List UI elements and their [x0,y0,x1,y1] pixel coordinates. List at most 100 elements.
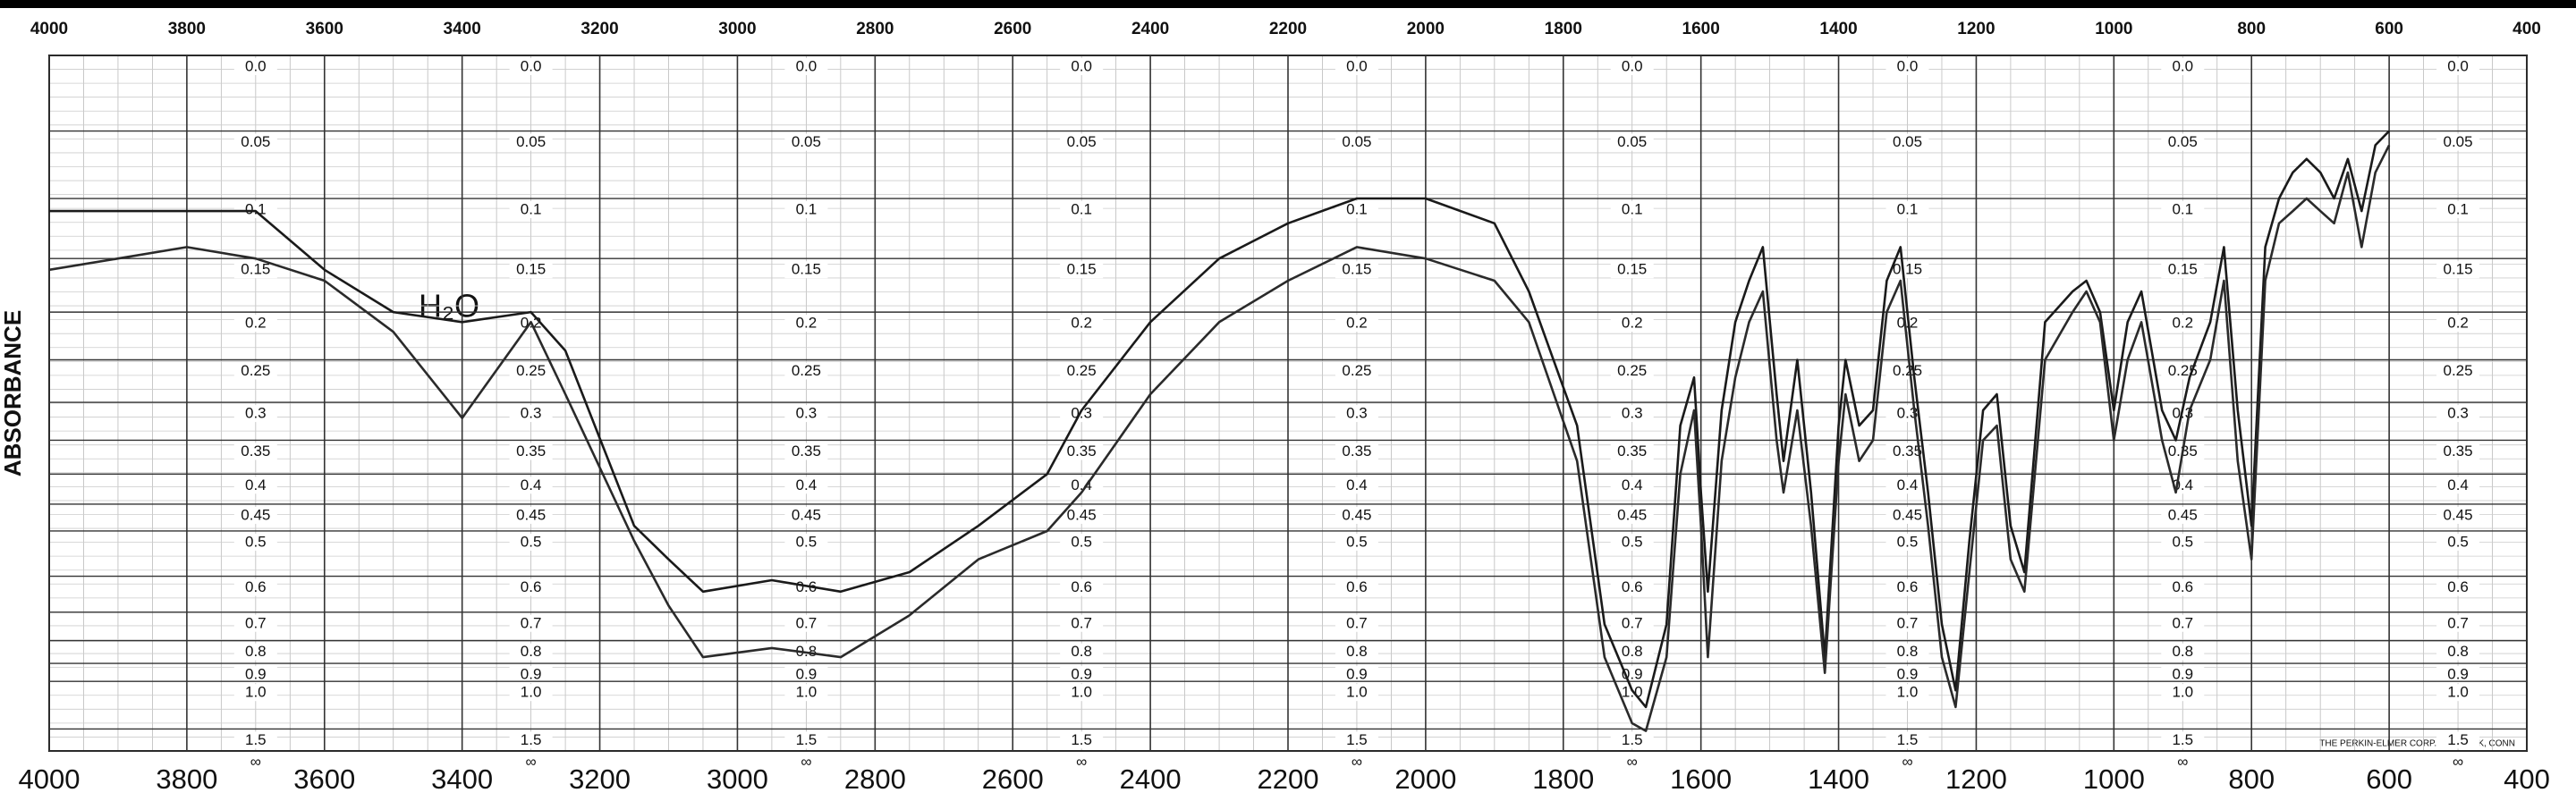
tick-label-bg [1885,731,1929,749]
tick-label-bg [2436,315,2480,333]
y-tick-label: ∞ [1076,753,1087,770]
tick-label-bg [1610,58,1654,75]
y-tick-label: 0.35 [1342,443,1371,460]
tick-label-bg [1335,578,1378,596]
tick-label-bg [1335,443,1378,460]
y-tick-label: 1.5 [1071,731,1092,748]
tick-label-bg [1060,362,1104,380]
tick-label-bg [1335,666,1378,684]
x-tick-label-top: 2800 [856,20,894,38]
tick-label-bg [1610,506,1654,524]
x-tick-label-top: 3800 [168,20,206,38]
y-tick-label: 0.5 [2172,533,2193,550]
y-tick-label: 0.6 [1897,578,1919,595]
y-tick-label: 1.5 [2172,731,2193,748]
y-tick-label: 0.2 [796,315,818,332]
y-tick-label: 0.8 [1897,643,1919,660]
tick-label-bg [1885,578,1929,596]
x-tick-label-top: 4000 [30,20,68,38]
y-tick-label: 0.15 [241,261,270,278]
y-tick-label: 0.05 [1342,133,1371,150]
tick-label-bg [233,315,277,333]
y-tick-label: 0.15 [2168,261,2198,278]
y-tick-label: 1.0 [245,684,267,701]
tick-label-bg [2161,614,2205,632]
top-band [0,0,2576,8]
tick-label-bg [1610,578,1654,596]
tick-label-bg [1060,533,1104,551]
y-tick-label: ∞ [801,753,811,770]
y-tick-label: 0.4 [796,476,818,493]
tick-label-bg [784,405,828,423]
tick-label-bg [1885,506,1929,524]
x-tick-label-top: 1600 [1682,20,1720,38]
tick-label-bg [1335,754,1378,771]
y-tick-label: 0.4 [1897,476,1919,493]
tick-label-bg [1610,731,1654,749]
tick-label-bg [1060,731,1104,749]
y-tick-label: 0.6 [1071,578,1092,595]
tick-label-bg [784,315,828,333]
y-tick-label: 0.0 [796,57,818,74]
x-tick-label-top: 3200 [580,20,618,38]
tick-label-bg [1060,405,1104,423]
tick-label-bg [509,261,553,279]
y-tick-label: 1.5 [1346,731,1368,748]
y-tick-label: 0.1 [2447,200,2469,217]
tick-label-bg [1610,443,1654,460]
y-tick-label: 0.15 [1893,261,1922,278]
tick-label-bg [509,506,553,524]
y-tick-label: 0.2 [1622,315,1643,332]
y-tick-label: 1.5 [1622,731,1643,748]
tick-label-bg [1335,201,1378,219]
y-tick-label: 0.0 [245,57,267,74]
y-tick-label: 0.45 [792,506,821,523]
tick-label-bg [233,731,277,749]
tick-label-bg [1885,643,1929,661]
tick-label-bg [1335,533,1378,551]
tick-label-bg [784,533,828,551]
y-tick-label: ∞ [250,753,261,770]
y-tick-label: 0.35 [241,443,270,460]
x-tick-label-top: 2400 [1131,20,1169,38]
x-tick-label: 1400 [1808,763,1869,795]
tick-label-bg [1885,684,1929,702]
y-tick-label: 0.8 [1071,643,1092,660]
y-tick-label: ∞ [1627,753,1638,770]
y-tick-label: 0.35 [1893,443,1922,460]
y-tick-label: 0.7 [2447,614,2469,631]
tick-label-bg [1610,405,1654,423]
y-tick-label: 0.6 [521,578,542,595]
y-tick-label: 0.6 [1622,578,1643,595]
tick-label-bg [2436,261,2480,279]
tick-label-bg [784,362,828,380]
y-tick-label: 0.3 [521,405,542,422]
tick-label-bg [2161,533,2205,551]
y-tick-label: 0.7 [796,614,818,631]
y-tick-label: 0.15 [1617,261,1647,278]
tick-label-bg [2161,58,2205,75]
tick-label-bg [784,666,828,684]
tick-label-bg [1885,362,1929,380]
y-tick-label: 0.25 [2444,362,2473,379]
tick-label-bg [1885,666,1929,684]
y-tick-label: 0.7 [521,614,542,631]
tick-label-bg [1885,754,1929,771]
tick-label-bg [233,476,277,494]
y-tick-label: 1.0 [1897,684,1919,701]
y-tick-label: 0.35 [1617,443,1647,460]
tick-label-bg [784,506,828,524]
x-tick-label: 3600 [293,763,355,795]
y-tick-label: 0.0 [1346,57,1368,74]
y-tick-label: 0.5 [521,533,542,550]
y-tick-label: 0.2 [2447,315,2469,332]
y-tick-label: 0.1 [796,200,818,217]
y-tick-label: 0.25 [1067,362,1097,379]
x-tick-label-top: 400 [2512,20,2541,38]
x-tick-label: 2200 [1258,763,1319,795]
tick-label-bg [509,754,553,771]
y-tick-label: 0.1 [2172,200,2193,217]
tick-label-bg [1335,58,1378,75]
y-tick-label: 0.2 [2172,315,2193,332]
tick-label-bg [233,666,277,684]
